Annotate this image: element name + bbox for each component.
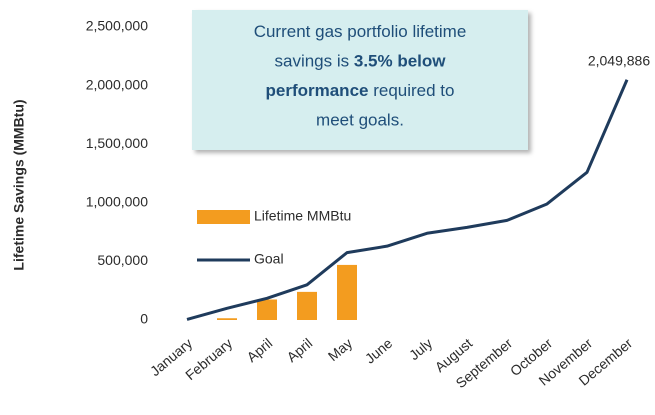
x-tick-label: July — [406, 335, 435, 363]
x-tick-label: April — [284, 335, 316, 365]
annotation-text: Current gas portfolio lifetime — [254, 22, 467, 41]
x-tick-label: June — [362, 335, 396, 367]
legend-label: Lifetime MMBtu — [254, 208, 351, 224]
y-tick-label: 0 — [140, 311, 148, 327]
annotation-line: Current gas portfolio lifetime — [254, 22, 467, 41]
annotation-box — [192, 10, 528, 150]
y-tick-label: 2,500,000 — [86, 18, 148, 34]
y-axis-title: Lifetime Savings (MMBtu) — [11, 99, 27, 270]
annotation-text: required to — [368, 81, 454, 100]
y-tick-label: 500,000 — [97, 252, 148, 268]
annotation: Current gas portfolio lifetime savings is… — [192, 10, 528, 150]
legend-label: Goal — [254, 251, 284, 267]
bar — [257, 299, 277, 320]
bar — [297, 291, 317, 320]
x-tick-label: May — [325, 335, 356, 364]
annotation-line: performance required to — [266, 81, 455, 100]
annotation-text: 3.5% below — [354, 52, 446, 71]
y-tick-label: 2,000,000 — [86, 76, 148, 92]
annotation-text: savings is — [274, 52, 353, 71]
bar — [217, 318, 237, 320]
legend-swatch — [197, 210, 250, 224]
annotation-line: savings is 3.5% below — [274, 52, 446, 71]
goal-line — [186, 79, 629, 321]
x-tick-label: April — [244, 335, 276, 365]
y-tick-label: 1,500,000 — [86, 135, 148, 151]
y-tick-label: 1,000,000 — [86, 194, 148, 210]
bar — [337, 264, 357, 320]
annotation-text: performance — [266, 81, 369, 100]
annotation-text: meet goals. — [316, 111, 404, 130]
annotation-line: meet goals. — [316, 111, 404, 130]
data-label: 2,049,886 — [588, 52, 650, 68]
